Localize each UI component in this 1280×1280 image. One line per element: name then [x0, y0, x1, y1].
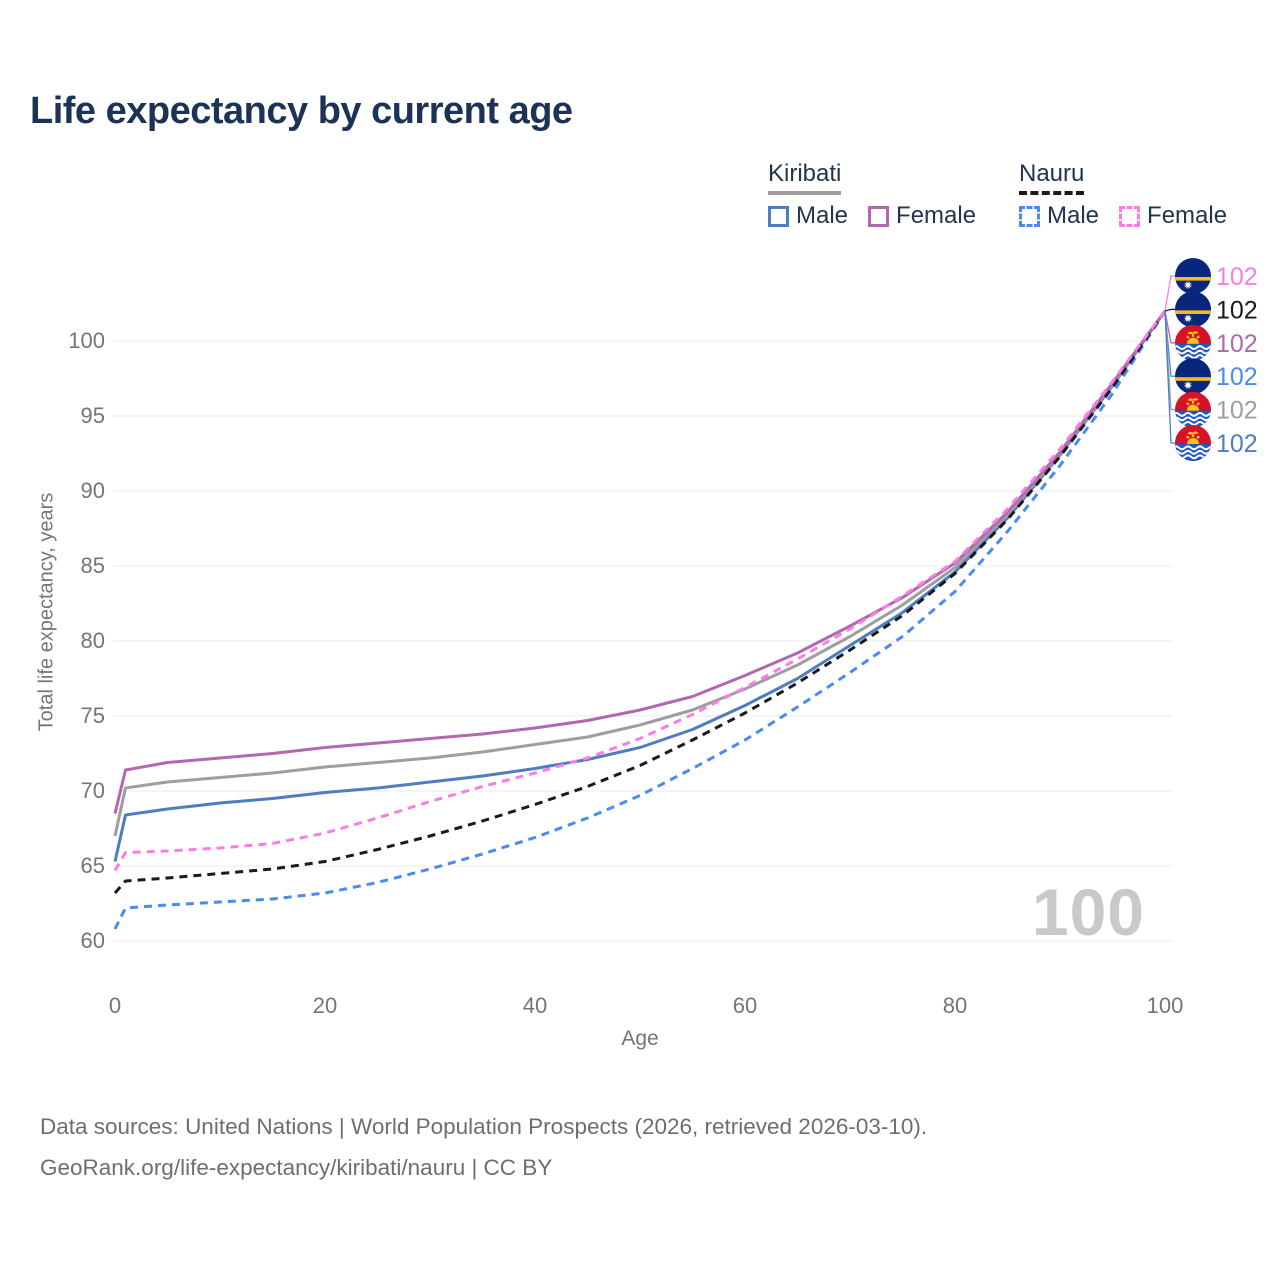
x-tick-label: 0 [109, 993, 121, 1018]
legend-item-kiribati-female[interactable]: Female [868, 202, 976, 230]
y-tick-label: 90 [81, 478, 105, 503]
legend-group-nauru: Nauru Male Female [1019, 160, 1227, 230]
legend-items-nauru: Male Female [1019, 202, 1227, 230]
x-tick-label: 100 [1147, 993, 1184, 1018]
footer-data-sources: Data sources: United Nations | World Pop… [40, 1114, 928, 1139]
legend-items-kiribati: Male Female [768, 202, 976, 230]
y-tick-label: 80 [81, 628, 105, 653]
x-tick-label: 80 [943, 993, 967, 1018]
series-end-label-nauru-total: 102 [1216, 296, 1258, 324]
y-tick-label: 60 [81, 928, 105, 953]
legend-item-label: Female [896, 202, 977, 229]
age-watermark: 100 [1031, 875, 1145, 949]
series-end-label-kiribati-male: 102 [1216, 430, 1258, 458]
legend-group-kiribati: Kiribati Male Female [768, 160, 976, 230]
x-tick-label: 40 [523, 993, 547, 1018]
page-title: Life expectancy by current age [30, 90, 573, 132]
legend-item-label: Male [1047, 202, 1100, 229]
series-line-kiribati-total[interactable] [113, 310, 1167, 837]
legend-country-kiribati: Kiribati [768, 160, 842, 195]
x-tick-label: 20 [313, 993, 337, 1018]
x-tick-label: 60 [733, 993, 757, 1018]
kiribati-flag-icon [1173, 325, 1215, 361]
footer-attribution: GeoRank.org/life-expectancy/kiribati/nau… [40, 1155, 553, 1180]
x-axis-title: Age [621, 1027, 659, 1050]
series-end-connector [1164, 310, 1175, 344]
y-tick-label: 100 [68, 328, 105, 353]
series-line-nauru-male[interactable] [113, 310, 1167, 930]
nauru-male-swatch-icon [1019, 205, 1040, 227]
kiribati-flag-icon [1173, 425, 1215, 461]
series-end-connector [1164, 308, 1175, 312]
series-end-label-nauru-female: 102 [1216, 263, 1258, 291]
legend-item-nauru-male[interactable]: Male [1019, 202, 1099, 230]
legend-item-label: Male [796, 202, 849, 229]
series-end-label-nauru-male: 102 [1216, 363, 1258, 391]
footer: Data sources: United Nations | World Pop… [40, 1106, 927, 1188]
nauru-flag-icon [1175, 358, 1211, 394]
y-tick-label: 65 [81, 853, 105, 878]
y-tick-label: 85 [81, 553, 105, 578]
legend-country-nauru: Nauru [1019, 160, 1085, 195]
series-line-nauru-female[interactable] [113, 310, 1167, 872]
y-tick-label: 75 [81, 703, 105, 728]
series-line-kiribati-female[interactable] [113, 310, 1167, 814]
legend-item-nauru-female[interactable]: Female [1119, 202, 1227, 230]
legend-item-label: Female [1147, 202, 1228, 229]
series-line-nauru-total[interactable] [113, 310, 1167, 894]
nauru-flag-icon [1175, 291, 1211, 327]
legend: Kiribati Male Female Nauru Male [768, 160, 1268, 240]
kiribati-male-swatch-icon [768, 205, 789, 227]
series-end-label-kiribati-female: 102 [1216, 330, 1258, 358]
nauru-female-swatch-icon [1119, 205, 1141, 227]
series-end-label-kiribati-total: 102 [1216, 397, 1258, 425]
kiribati-female-swatch-icon [868, 205, 890, 227]
series-end-connector [1164, 310, 1175, 444]
y-tick-label: 95 [81, 403, 105, 428]
y-axis-title: Total life expectancy, years [35, 492, 58, 732]
legend-item-kiribati-male[interactable]: Male [768, 202, 848, 230]
series-end-connector [1164, 310, 1175, 377]
nauru-flag-icon [1175, 258, 1211, 294]
series-end-connector [1164, 275, 1175, 312]
y-tick-label: 70 [81, 778, 105, 803]
series-line-kiribati-male[interactable] [113, 310, 1167, 862]
kiribati-flag-icon [1173, 392, 1215, 428]
